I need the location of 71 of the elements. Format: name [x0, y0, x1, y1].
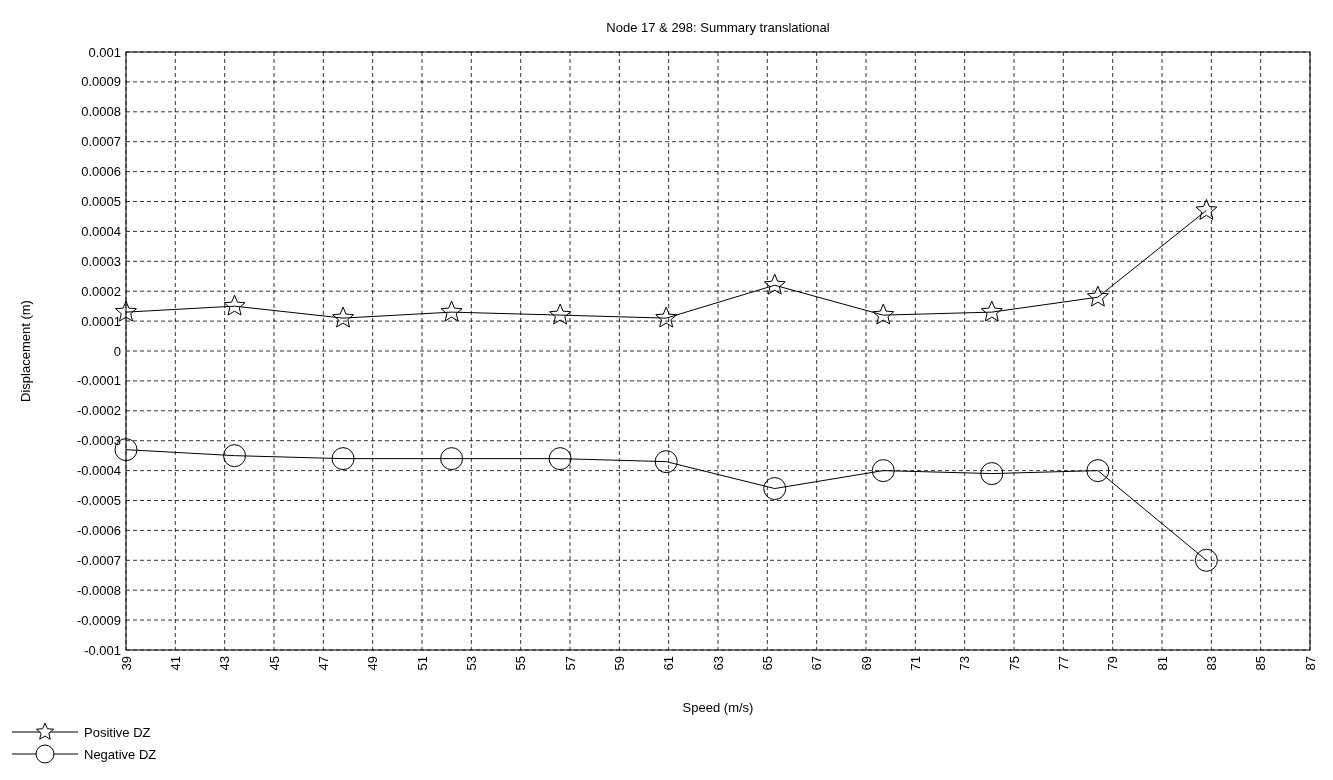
- y-tick-label: -0.0003: [76, 433, 121, 449]
- point: [655, 306, 678, 328]
- x-axis-title: Speed (m/s): [682, 700, 754, 715]
- x-tick-label: 67: [809, 656, 825, 671]
- x-tick-label: 39: [118, 656, 134, 671]
- x-tick-label: 55: [513, 656, 529, 671]
- point: [223, 294, 246, 316]
- y-tick-label: -0.0004: [76, 463, 121, 479]
- y-tick-label: 0: [113, 343, 121, 359]
- y-tick-label: 0.001: [88, 44, 121, 60]
- y-axis-title: Displacement (m): [18, 300, 33, 402]
- y-tick-label: -0.0008: [76, 582, 121, 598]
- point: [440, 300, 463, 322]
- y-tick-label: 0.0004: [81, 223, 121, 239]
- point: [871, 459, 895, 483]
- point: [549, 303, 572, 325]
- y-tick-label: 0.0006: [81, 164, 121, 180]
- x-tick-label: 71: [907, 656, 923, 671]
- point: [1194, 548, 1218, 572]
- point: [548, 447, 572, 471]
- x-tick-label: 79: [1105, 656, 1121, 671]
- x-tick-label: 83: [1203, 656, 1219, 671]
- point: [763, 477, 787, 501]
- y-tick-label: 0.0007: [81, 134, 121, 150]
- chart-title: Node 17 & 298: Summary translational: [606, 20, 830, 35]
- x-tick-label: 41: [167, 656, 183, 671]
- point: [1195, 198, 1218, 220]
- y-tick-label: -0.0001: [76, 373, 121, 389]
- y-tick-label: -0.0005: [76, 493, 121, 509]
- x-tick-label: 85: [1253, 656, 1269, 671]
- x-tick-label: 69: [858, 656, 874, 671]
- x-tick-label: 63: [710, 656, 726, 671]
- x-tick-label: 47: [315, 656, 331, 671]
- y-tick-label: -0.0006: [76, 522, 121, 538]
- x-tick-label: 61: [661, 656, 677, 671]
- y-tick-label: -0.0002: [76, 403, 121, 419]
- y-tick-label: 0.0003: [81, 253, 121, 269]
- x-tick-label: 77: [1055, 656, 1071, 671]
- point: [980, 300, 1003, 322]
- point: [980, 462, 1004, 486]
- x-tick-label: 75: [1006, 656, 1022, 671]
- x-tick-label: 73: [957, 656, 973, 671]
- x-tick-label: 49: [365, 656, 381, 671]
- x-tick-label: 81: [1154, 656, 1170, 671]
- x-tick-label: 53: [463, 656, 479, 671]
- x-tick-label: 57: [562, 656, 578, 671]
- point: [332, 306, 355, 328]
- y-tick-label: 0.0001: [81, 313, 121, 329]
- y-tick-label: 0.0005: [81, 194, 121, 210]
- x-tick-label: 59: [611, 656, 627, 671]
- legend-label: Negative DZ: [84, 746, 157, 762]
- point: [763, 273, 786, 295]
- legend-label: Positive DZ: [84, 724, 151, 740]
- y-tick-label: 0.0009: [81, 74, 121, 90]
- x-tick-label: 65: [759, 656, 775, 671]
- point: [440, 447, 464, 471]
- y-tick-label: -0.001: [84, 642, 121, 658]
- x-tick-label: 87: [1302, 656, 1318, 671]
- x-tick-label: 43: [217, 656, 233, 671]
- point: [1086, 459, 1110, 483]
- point: [872, 303, 895, 325]
- point: [223, 444, 247, 468]
- x-tick-label: 51: [414, 656, 430, 671]
- y-tick-label: 0.0008: [81, 104, 121, 120]
- x-tick-label: 45: [266, 656, 282, 671]
- y-tick-label: 0.0002: [81, 283, 121, 299]
- y-tick-label: -0.0009: [76, 612, 121, 628]
- y-tick-label: -0.0007: [76, 552, 121, 568]
- point: [654, 450, 678, 474]
- point: [331, 447, 355, 471]
- point: [1086, 285, 1109, 307]
